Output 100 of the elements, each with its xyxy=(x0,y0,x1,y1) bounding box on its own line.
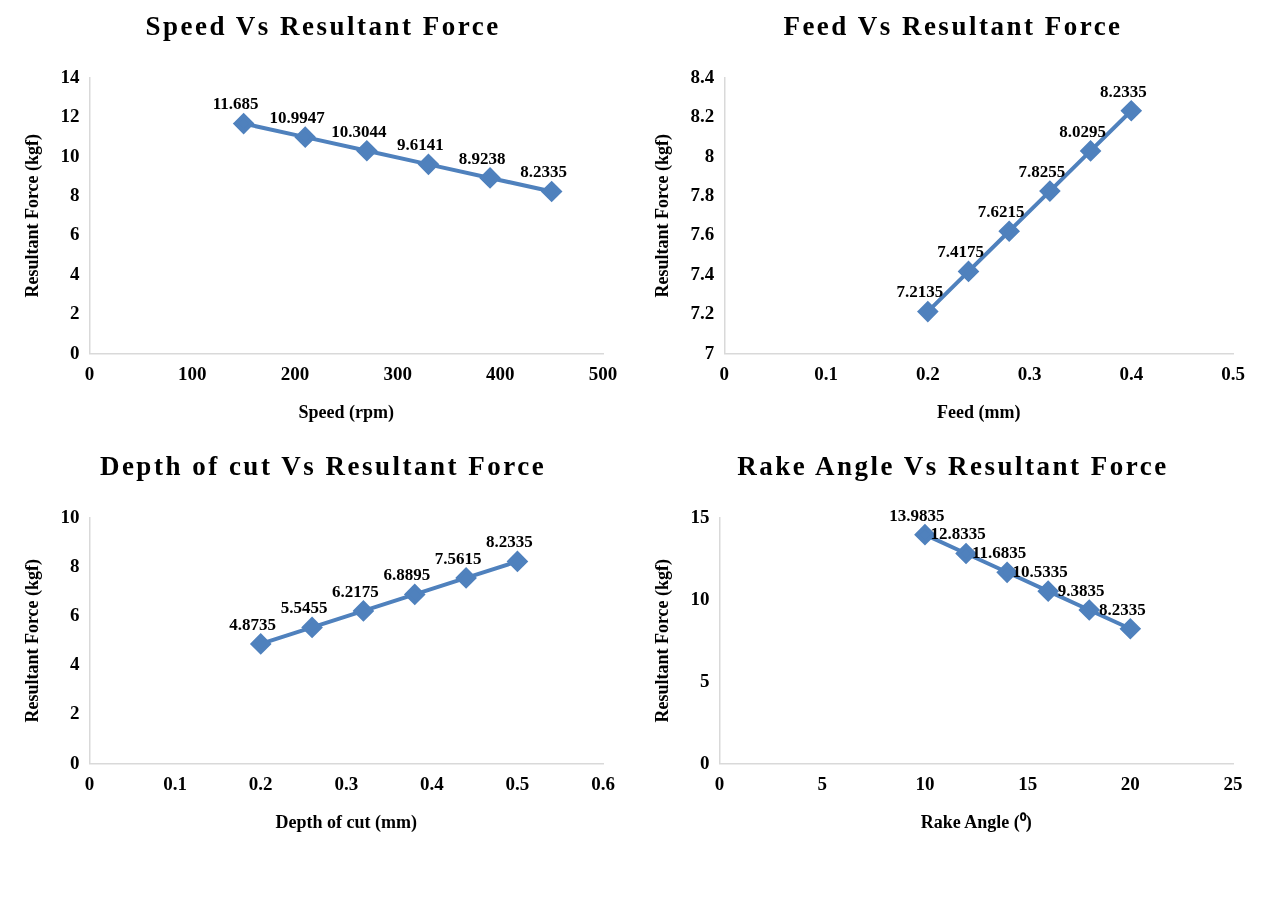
x-tick-label: 0.5 xyxy=(1221,362,1245,384)
y-tick-label: 8.4 xyxy=(690,65,715,87)
y-tick-label: 4 xyxy=(70,262,81,284)
point xyxy=(302,617,323,638)
y-tick-label: 5 xyxy=(700,669,710,691)
x-tick-label: 200 xyxy=(280,362,310,384)
y-tick-label: 14 xyxy=(60,65,81,87)
point xyxy=(958,261,979,282)
y-axis-title: Resultant Force (kgf) xyxy=(22,133,44,298)
chart-title: Rake Angle Vs Resultant Force xyxy=(737,450,1169,483)
point xyxy=(541,181,562,202)
x-axis-title: Feed (mm) xyxy=(936,401,1021,423)
data-label: 6.2175 xyxy=(332,581,379,601)
chart-title: Depth of cut Vs Resultant Force xyxy=(99,450,547,483)
y-tick-label: 2 xyxy=(70,302,80,324)
point xyxy=(250,633,271,654)
data-label: 9.6141 xyxy=(397,135,444,155)
point xyxy=(353,600,374,621)
data-label: 6.8895 xyxy=(383,565,431,585)
x-tick-label: 0 xyxy=(719,362,730,384)
y-tick-label: 6 xyxy=(70,223,80,245)
y-axis-title: Resultant Force (kgf) xyxy=(652,133,674,298)
data-label: 7.2135 xyxy=(896,282,944,302)
y-tick-label: 0 xyxy=(70,751,80,773)
point xyxy=(1039,181,1060,202)
data-label: 9.3835 xyxy=(1057,580,1105,600)
y-tick-label: 10 xyxy=(690,587,710,609)
x-tick-label: 5 xyxy=(817,772,828,794)
x-tick-label: 0.4 xyxy=(1119,362,1144,384)
point xyxy=(1038,581,1059,602)
y-tick-label: 10 xyxy=(60,144,80,166)
x-axis-title: Rake Angle (⁰) xyxy=(920,811,1032,833)
x-tick-label: 15 xyxy=(1018,772,1038,794)
point xyxy=(356,140,377,161)
x-tick-label: 0 xyxy=(84,772,95,794)
y-tick-label: 7.2 xyxy=(690,302,715,324)
y-tick-label: 8 xyxy=(70,184,80,206)
data-label: 8.9238 xyxy=(458,148,506,168)
x-tick-label: 0.3 xyxy=(334,772,359,794)
point xyxy=(1121,100,1142,121)
x-tick-label: 0 xyxy=(84,362,95,384)
point xyxy=(1079,599,1100,620)
x-tick-label: 0.6 xyxy=(591,772,615,794)
y-tick-label: 2 xyxy=(70,702,80,724)
point xyxy=(507,551,528,572)
y-tick-label: 0 xyxy=(70,341,80,363)
chart-title: Feed Vs Resultant Force xyxy=(783,10,1123,43)
x-tick-label: 25 xyxy=(1223,772,1243,794)
x-axis-title: Depth of cut (mm) xyxy=(275,811,418,833)
x-tick-label: 0.3 xyxy=(1017,362,1042,384)
y-axis-title: Resultant Force (kgf) xyxy=(22,558,44,723)
chart-title: Speed Vs Resultant Force xyxy=(145,10,501,43)
x-tick-label: 0.2 xyxy=(248,772,273,794)
x-tick-label: 100 xyxy=(178,362,207,384)
y-tick-label: 12 xyxy=(60,105,80,127)
x-tick-label: 0.4 xyxy=(419,772,445,794)
y-tick-label: 7.6 xyxy=(690,223,715,245)
y-tick-label: 8.2 xyxy=(690,105,715,127)
data-label: 8.2335 xyxy=(1099,81,1147,101)
data-label: 8.0295 xyxy=(1059,121,1106,141)
data-label: 8.2335 xyxy=(1098,599,1146,619)
data-label: 13.9835 xyxy=(889,505,945,525)
point xyxy=(917,301,938,322)
x-tick-label: 0.2 xyxy=(915,362,940,384)
point xyxy=(233,113,254,134)
point xyxy=(999,221,1020,242)
data-label: 12.8335 xyxy=(930,524,986,544)
x-axis-title: Speed (rpm) xyxy=(298,401,395,423)
data-label: 7.5615 xyxy=(434,548,482,568)
data-label: 11.685 xyxy=(212,94,259,114)
point xyxy=(1080,140,1101,161)
y-tick-label: 15 xyxy=(690,505,710,527)
y-tick-label: 8 xyxy=(704,144,715,166)
data-label: 8.2335 xyxy=(520,162,568,182)
x-tick-label: 300 xyxy=(383,362,412,384)
y-tick-label: 7.4 xyxy=(690,262,715,284)
point xyxy=(295,127,316,148)
y-tick-label: 10 xyxy=(60,505,80,527)
point xyxy=(480,167,501,188)
point xyxy=(404,584,425,605)
data-label: 10.5335 xyxy=(1012,562,1068,582)
x-tick-label: 10 xyxy=(915,772,935,794)
y-tick-label: 6 xyxy=(70,604,80,626)
data-label: 10.9947 xyxy=(269,108,326,128)
x-tick-label: 0.1 xyxy=(163,772,188,794)
point xyxy=(1120,618,1141,639)
x-tick-label: 500 xyxy=(588,362,618,384)
y-tick-label: 0 xyxy=(700,751,710,773)
data-label: 4.8735 xyxy=(229,614,277,634)
point xyxy=(418,154,439,175)
x-tick-label: 20 xyxy=(1120,772,1140,794)
x-tick-label: 0.5 xyxy=(505,772,530,794)
y-axis-title: Resultant Force (kgf) xyxy=(652,558,674,723)
y-tick-label: 7 xyxy=(704,341,715,363)
data-label: 7.4175 xyxy=(937,242,984,262)
data-label: 5.5455 xyxy=(280,598,328,618)
x-tick-label: 400 xyxy=(486,362,515,384)
data-label: 7.6215 xyxy=(977,202,1025,222)
data-label: 8.2335 xyxy=(486,532,533,552)
data-label: 10.3044 xyxy=(331,121,387,141)
